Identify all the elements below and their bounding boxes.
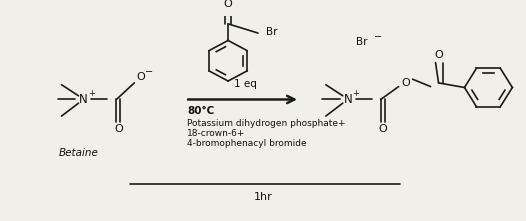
Text: +: + (352, 89, 359, 97)
Text: +: + (88, 89, 95, 97)
Text: −: − (145, 67, 154, 77)
Text: 1hr: 1hr (254, 192, 272, 202)
Text: 1 eq: 1 eq (234, 79, 257, 89)
Text: 4-bromophenacyl bromide: 4-bromophenacyl bromide (187, 139, 307, 148)
Text: O: O (434, 50, 443, 60)
Text: O: O (378, 124, 387, 134)
Text: N: N (79, 93, 88, 106)
Text: Betaine: Betaine (58, 148, 98, 158)
Text: Br: Br (266, 27, 278, 37)
Text: O: O (401, 78, 410, 88)
Text: O: O (114, 124, 123, 134)
Text: 80°C: 80°C (187, 107, 215, 116)
Text: 18-crown-6+: 18-crown-6+ (187, 129, 246, 138)
Text: O: O (224, 0, 232, 9)
Text: N: N (343, 93, 352, 106)
Text: O: O (136, 72, 145, 82)
Text: −: − (373, 32, 382, 42)
Text: Br: Br (356, 37, 368, 47)
Text: Potassium dihydrogen phosphate+: Potassium dihydrogen phosphate+ (187, 119, 346, 128)
